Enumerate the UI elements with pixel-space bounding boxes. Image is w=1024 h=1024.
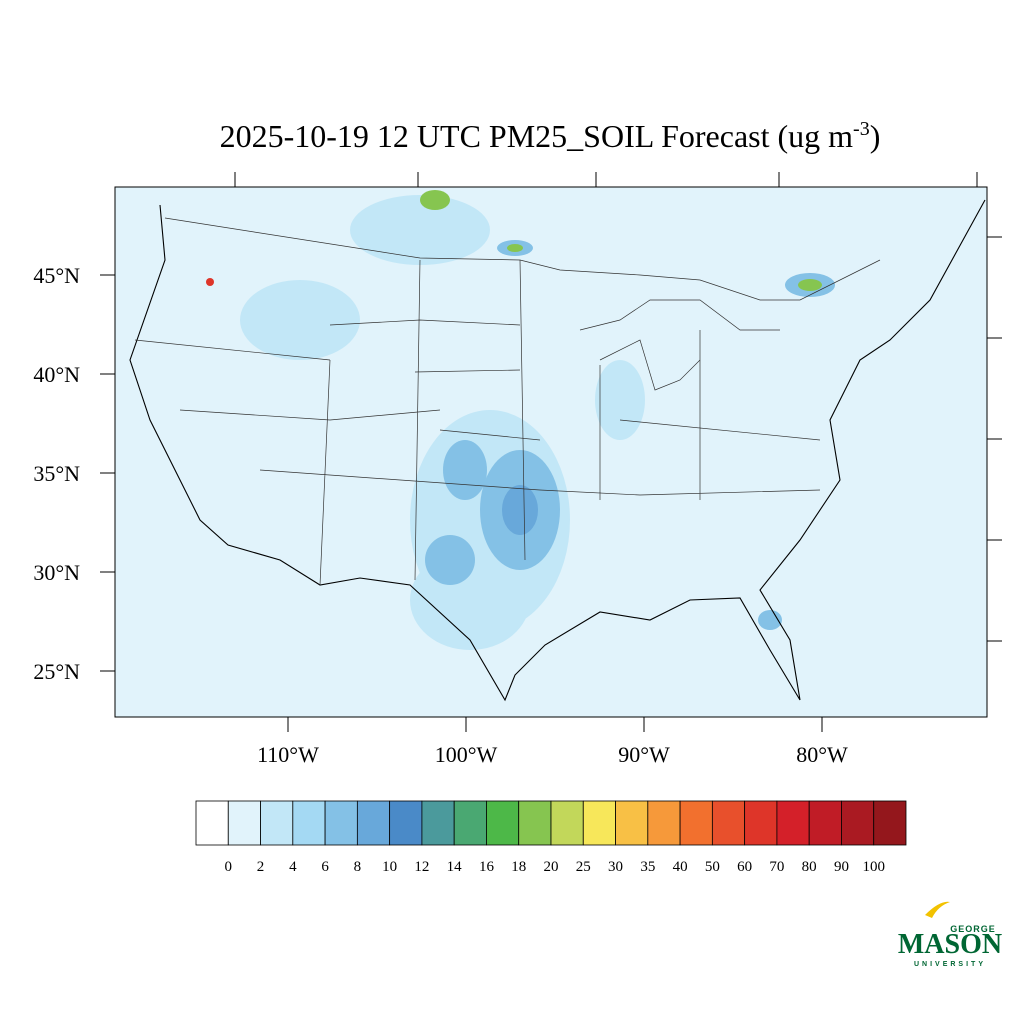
map: 45°N 40°N 35°N 30°N 25°N 110°W 100°W 90°… [33,172,1002,767]
colorbar-label: 80 [802,859,817,875]
logo-bottom: UNIVERSITY [914,961,986,968]
colorbar-box [421,800,455,846]
colorbar-box [808,800,842,846]
colorbar-box [841,800,875,846]
colorbar-box [389,800,423,846]
colorbar-label: 16 [479,859,495,875]
axis-ticks [100,172,1002,732]
colorbar-label: 60 [737,859,752,875]
colorbar-label: 70 [769,859,784,875]
colorbar-box [550,800,584,846]
colorbar-label: 30 [608,859,623,875]
lon-label: 110°W [257,742,319,767]
lon-label: 90°W [618,742,670,767]
colorbar-box [292,800,326,846]
colorbar-label: 2 [257,859,265,875]
colorbar-label: 14 [447,859,463,875]
colorbar-label: 90 [834,859,849,875]
lat-label: 45°N [33,263,80,288]
colorbar-box [873,800,907,846]
colorbar-label: 35 [640,859,655,875]
colorbar-box [518,800,552,846]
colorbar-box [195,800,229,846]
logo-top: GEORGE [950,924,996,934]
logo: GEORGE MASON UNIVERSITY [898,901,1002,968]
colorbar-box [324,800,358,846]
title-text: 2025-10-19 12 UTC PM25_SOIL Forecast (ug… [220,118,854,154]
colorbar-box [776,800,810,846]
lon-label: 80°W [796,742,848,767]
colorbar-label: 10 [382,859,397,875]
colorbar-label: 8 [354,859,362,875]
lat-label: 25°N [33,659,80,684]
colorbar-label: 40 [673,859,688,875]
logo-main: MASON [898,929,1002,960]
colorbar-box [486,800,520,846]
colorbar-box [260,800,294,846]
logo-swoosh [925,901,950,918]
colorbar-box [744,800,778,846]
lon-labels: 110°W 100°W 90°W 80°W [257,742,848,767]
colorbar-label: 6 [321,859,329,875]
colorbar-box [453,800,487,846]
colorbar-label: 25 [576,859,591,875]
coastline [129,199,986,702]
title-closing: ) [870,118,881,154]
colorbar-label: 0 [225,859,233,875]
colorbar-label: 50 [705,859,720,875]
colorbar-box [679,800,713,846]
colorbar-label: 20 [544,859,559,875]
lat-label: 35°N [33,461,80,486]
lat-label: 30°N [33,560,80,585]
colorbar-box [647,800,681,846]
colorbar-label: 100 [862,859,885,875]
colorbar-label: 12 [414,859,429,875]
title: 2025-10-19 12 UTC PM25_SOIL Forecast (ug… [220,118,881,154]
colorbar: 0 2 4 6 8 10 12 14 16 18 20 25 30 35 40 50 60 70 80 90 100 [195,800,907,875]
colorbar-label: 4 [289,859,297,875]
colorbar-box [711,800,746,846]
colorbar-label: 18 [511,859,526,875]
colorbar-box [356,800,391,846]
borders [164,217,881,391]
colorbar-box [227,800,261,846]
lat-labels: 45°N 40°N 35°N 30°N 25°N [33,263,80,684]
lat-label: 40°N [33,362,80,387]
state-borders [134,259,821,586]
concentration-fields [206,190,835,650]
lon-label: 100°W [435,742,498,767]
colorbar-box [582,800,616,846]
colorbar-box [615,800,649,846]
title-superscript: -3 [853,118,870,140]
